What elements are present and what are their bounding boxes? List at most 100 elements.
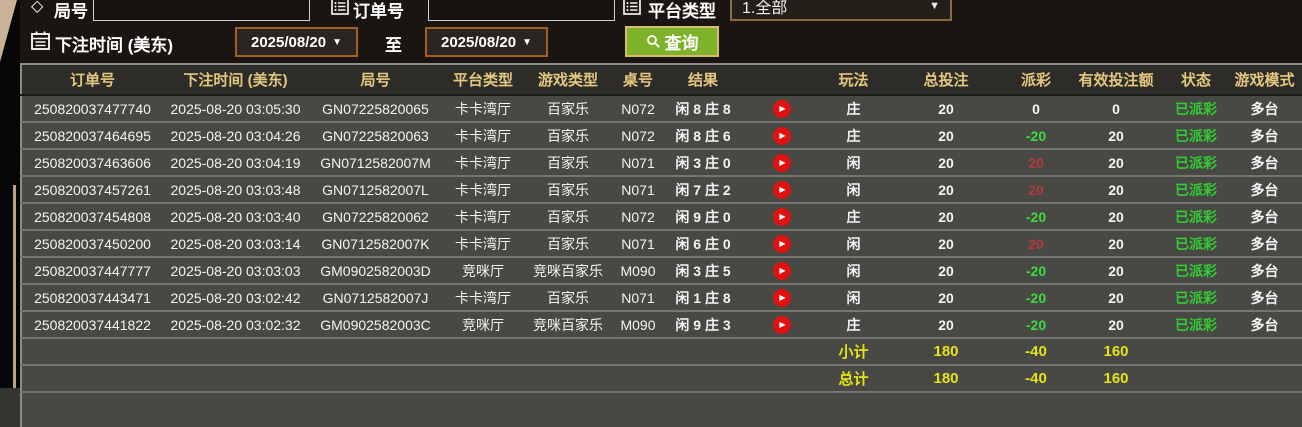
result-cell: 闲 3 庄 0 [663, 149, 743, 177]
table-no-cell: N071 [613, 149, 663, 177]
background-window-border [13, 185, 16, 390]
total-bet-cell: 20 [886, 311, 1006, 339]
query-button[interactable]: 查询 [625, 26, 719, 57]
game-mode-cell: 多台 [1226, 176, 1302, 204]
replay-icon[interactable] [773, 180, 791, 199]
empty-cell [743, 338, 821, 366]
payout-cell: 20 [1006, 149, 1066, 177]
empty-cell [308, 365, 443, 393]
play-type-cell: 闲 [821, 149, 886, 177]
replay-icon[interactable] [773, 261, 791, 280]
subtotal-row-label: 小计 [821, 338, 886, 366]
total-bet-cell: 20 [886, 95, 1006, 123]
order-number-label: 订单号 [353, 2, 404, 21]
bet-time-cell: 2025-08-20 03:04:26 [163, 122, 308, 150]
status-cell: 已派彩 [1166, 95, 1226, 123]
round-id-cell: GN0712582007L [308, 176, 443, 204]
game-type-cell: 百家乐 [523, 230, 613, 258]
game-mode-cell: 多台 [1226, 311, 1302, 339]
table-no-cell: N071 [613, 176, 663, 204]
table-row: 250820037443471 2025-08-20 03:02:42 GN0712… [21, 284, 1302, 312]
replay-icon[interactable] [773, 207, 791, 226]
table-row: 250820037457261 2025-08-20 03:03:48 GN0712… [21, 176, 1302, 204]
valid-bet-cell: 0 [1066, 95, 1166, 123]
result-cell: 闲 1 庄 8 [663, 284, 743, 312]
empty-cell [613, 338, 663, 366]
round-id-cell: GN0712582007M [308, 149, 443, 177]
dropdown-arrow-icon: ▼ [332, 36, 342, 48]
platform-type-select[interactable]: 1.全部 ▼ [730, 0, 952, 21]
game-mode-cell: 多台 [1226, 203, 1302, 231]
bet-time-cell: 2025-08-20 03:03:40 [163, 203, 308, 231]
replay-icon[interactable] [773, 99, 791, 118]
replay-cell [743, 257, 821, 285]
order-id-cell: 250820037447777 [21, 257, 163, 285]
header-payout: 派彩 [1006, 64, 1066, 96]
replay-icon[interactable] [773, 153, 791, 172]
table-no-cell: N072 [613, 95, 663, 123]
valid-bet-cell: 20 [1066, 203, 1166, 231]
table-no-cell: M090 [613, 311, 663, 339]
replay-cell [743, 149, 821, 177]
order-number-input[interactable] [428, 0, 615, 21]
header-table-no: 桌号 [613, 64, 663, 96]
subtotal-row-valid-bet: 160 [1066, 338, 1166, 366]
empty-cell [443, 365, 523, 393]
status-cell: 已派彩 [1166, 122, 1226, 150]
date-to-value: 2025/08/20 [441, 33, 517, 51]
valid-bet-cell: 20 [1066, 122, 1166, 150]
query-button-label: 查询 [664, 34, 699, 53]
valid-bet-cell: 20 [1066, 284, 1166, 312]
empty-cell [743, 365, 821, 393]
total-row-payout: -40 [1006, 365, 1066, 393]
subtotal-row-payout: -40 [1006, 338, 1066, 366]
order-id-cell: 250820037457261 [21, 176, 163, 204]
status-cell: 已派彩 [1166, 149, 1226, 177]
platform-cell: 卡卡湾厅 [443, 230, 523, 258]
play-type-cell: 庄 [821, 95, 886, 123]
order-id-cell: 250820037443471 [21, 284, 163, 312]
game-mode-cell: 多台 [1226, 257, 1302, 285]
table-header-row: 订单号 下注时间 (美东) 局号 平台类型 游戏类型 桌号 结果 玩法 总投注 … [21, 64, 1302, 96]
date-to-picker[interactable]: 2025/08/20 ▼ [425, 27, 548, 57]
game-type-cell: 百家乐 [523, 149, 613, 177]
order-id-cell: 250820037441822 [21, 311, 163, 339]
order-id-cell: 250820037477740 [21, 95, 163, 123]
status-cell: 已派彩 [1166, 284, 1226, 312]
diamond-icon: ◇ [31, 0, 44, 15]
valid-bet-cell: 20 [1066, 176, 1166, 204]
result-cell: 闲 6 庄 0 [663, 230, 743, 258]
date-from-picker[interactable]: 2025/08/20 ▼ [235, 27, 358, 57]
total-bet-cell: 20 [886, 203, 1006, 231]
table-no-cell: N071 [613, 230, 663, 258]
replay-icon[interactable] [773, 288, 791, 307]
header-order-id: 订单号 [21, 64, 163, 96]
status-cell: 已派彩 [1166, 176, 1226, 204]
replay-icon[interactable] [773, 315, 791, 334]
replay-icon[interactable] [773, 126, 791, 145]
play-type-cell: 闲 [821, 257, 886, 285]
replay-icon[interactable] [773, 234, 791, 253]
list-icon [331, 0, 349, 15]
empty-row [21, 392, 1302, 427]
status-cell: 已派彩 [1166, 311, 1226, 339]
payout-cell: 20 [1006, 230, 1066, 258]
total-bet-cell: 20 [886, 176, 1006, 204]
replay-cell [743, 230, 821, 258]
order-id-cell: 250820037464695 [21, 122, 163, 150]
dropdown-arrow-icon: ▼ [929, 0, 940, 12]
game-mode-cell: 多台 [1226, 284, 1302, 312]
table-row: 250820037454808 2025-08-20 03:03:40 GN0722… [21, 203, 1302, 231]
search-icon [646, 34, 661, 49]
table-row: 250820037441822 2025-08-20 03:02:32 GM0902… [21, 311, 1302, 339]
round-number-input[interactable] [93, 0, 310, 21]
total-bet-cell: 20 [886, 149, 1006, 177]
play-type-cell: 庄 [821, 122, 886, 150]
header-replay [743, 64, 821, 96]
bet-time-cell: 2025-08-20 03:05:30 [163, 95, 308, 123]
bet-time-cell: 2025-08-20 03:02:42 [163, 284, 308, 312]
header-status: 状态 [1166, 64, 1226, 96]
background-window-footer [0, 388, 20, 427]
round-id-cell: GM0902582003D [308, 257, 443, 285]
round-number-label: 局号 [54, 2, 88, 21]
